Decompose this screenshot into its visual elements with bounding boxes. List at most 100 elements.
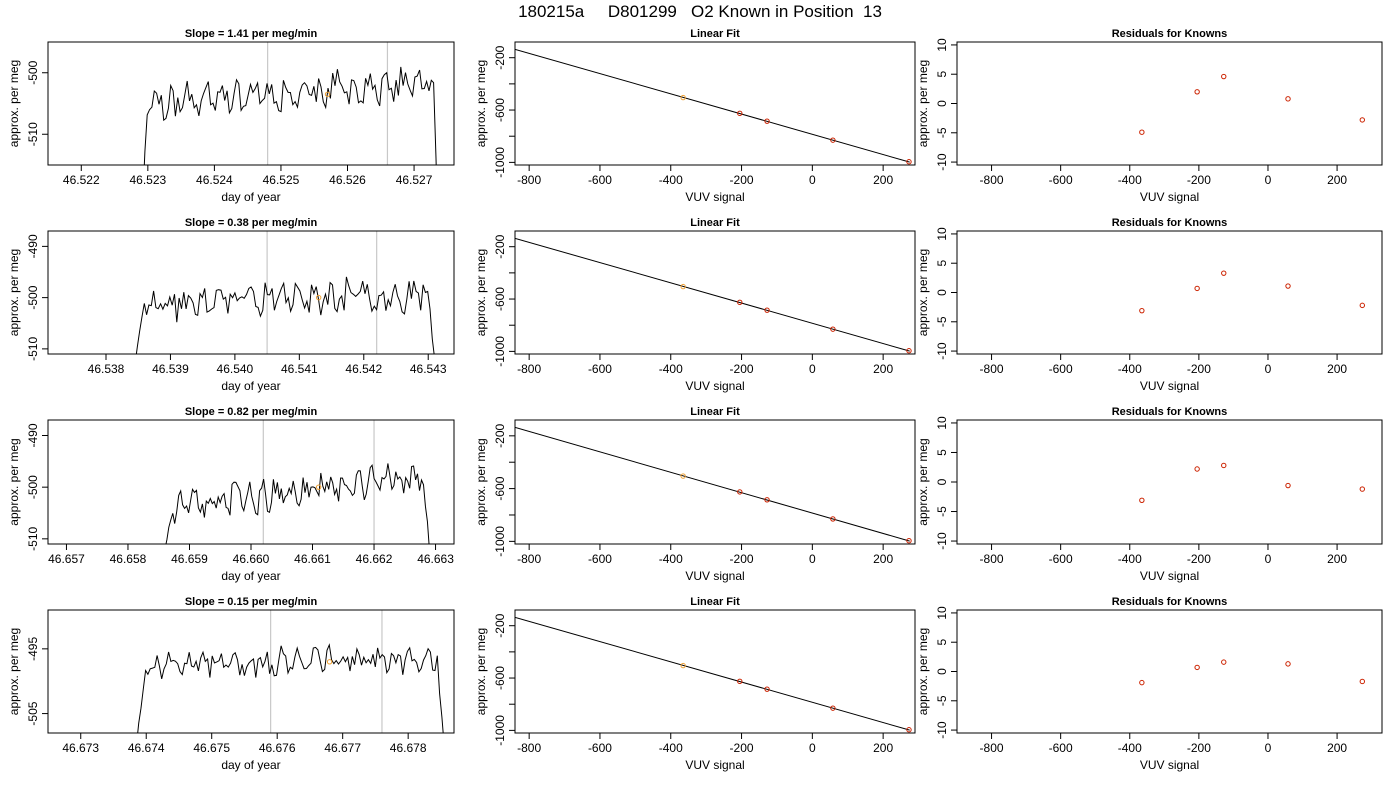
x-tick-label: -200 <box>1187 173 1211 187</box>
x-tick-label: -400 <box>1118 362 1142 376</box>
plot-frame <box>514 419 916 545</box>
x-tick-label: 46.660 <box>233 552 270 566</box>
panel-9: Residuals for Knowns -800 -600 -400 -200 0 200… <box>916 406 1383 583</box>
y-tick-label: -600 <box>493 476 507 500</box>
panel-11: Linear Fit -800 -600 -400 -200 0 200 -1000 -600 -… <box>474 596 916 772</box>
plot-area <box>1139 659 1366 686</box>
y-tick-label: -10 <box>935 532 949 550</box>
x-tick-label: -600 <box>588 362 612 376</box>
plot-area <box>515 616 912 733</box>
known-point <box>1139 307 1145 314</box>
signal-line <box>143 66 437 165</box>
y-tick-label: -500 <box>26 285 40 309</box>
plot-area <box>1139 270 1366 314</box>
x-axis-label: VUV signal <box>1140 569 1199 583</box>
y-axis-label: approx. per meg <box>474 628 488 715</box>
x-tick-label: 200 <box>873 362 893 376</box>
x-tick-label: 200 <box>873 173 893 187</box>
y-tick-label: -1000 <box>493 715 507 746</box>
x-tick-label: 46.543 <box>410 362 447 376</box>
x-axis-label: day of year <box>221 379 280 393</box>
y-axis-label: approx. per meg <box>474 438 488 525</box>
panel-8: Linear Fit -800 -600 -400 -200 0 200 -1000 -600 -… <box>474 406 916 583</box>
x-tick-label: 0 <box>1265 741 1272 755</box>
plot-frame <box>47 609 455 734</box>
plot-frame <box>956 230 1383 355</box>
known-point <box>906 348 912 354</box>
x-tick-label: 46.525 <box>263 173 300 187</box>
known-point <box>764 118 770 124</box>
x-tick-label: 200 <box>1327 173 1347 187</box>
panel-title: Linear Fit <box>690 596 740 608</box>
x-tick-label: 46.542 <box>345 362 382 376</box>
y-tick-label: 0 <box>935 100 949 107</box>
x-tick-label: -400 <box>1118 552 1142 566</box>
x-tick-label: 200 <box>1327 362 1347 376</box>
y-axis-label: approx. per meg <box>916 628 930 715</box>
plot-area <box>137 610 444 733</box>
panel-10: Slope = 0.15 per meg/min 46.673 46.674 46.6… <box>7 596 455 772</box>
x-tick-label: 0 <box>1265 552 1272 566</box>
y-tick-label: 10 <box>935 38 949 52</box>
y-tick-label: -500 <box>26 60 40 84</box>
x-tick-label: -400 <box>659 362 683 376</box>
y-tick-label: 5 <box>935 449 949 456</box>
x-tick-label: 0 <box>809 173 816 187</box>
x-tick-label: -200 <box>730 741 754 755</box>
mean-point <box>315 484 322 490</box>
x-tick-label: -200 <box>730 173 754 187</box>
signal-line <box>165 463 430 544</box>
y-axis-label: approx. per meg <box>7 60 21 147</box>
y-tick-label: -10 <box>935 721 949 739</box>
x-tick-label: -800 <box>980 173 1004 187</box>
y-tick-label: -200 <box>493 613 507 637</box>
panel-title: Slope = 0.15 per meg/min <box>185 596 318 608</box>
panel-3: Residuals for Knowns -800 -600 -400 -200 0 200… <box>916 28 1383 204</box>
y-tick-label: -490 <box>26 234 40 258</box>
panel-1: Slope = 1.41 per meg/min 46.522 46.523 46.5… <box>7 28 455 204</box>
panel-title: Linear Fit <box>690 28 740 40</box>
plot-frame <box>47 41 455 166</box>
known-point-highlight <box>680 473 686 479</box>
x-axis-label: day of year <box>221 758 280 772</box>
y-tick-label: 0 <box>935 668 949 675</box>
x-tick-label: 46.661 <box>294 552 331 566</box>
known-point <box>1359 678 1366 685</box>
known-point <box>830 137 836 143</box>
y-tick-label: 10 <box>935 606 949 620</box>
panel-title: Linear Fit <box>690 217 740 229</box>
x-tick-label: 0 <box>809 741 816 755</box>
known-point <box>1194 664 1200 671</box>
known-point <box>1359 302 1366 309</box>
y-tick-label: -1000 <box>493 526 507 557</box>
x-tick-label: 46.527 <box>396 173 433 187</box>
y-tick-label: -200 <box>493 424 507 448</box>
known-point <box>764 497 770 503</box>
known-point <box>737 299 743 306</box>
panel-12: Residuals for Knowns -800 -600 -400 -200 0 200… <box>916 596 1383 772</box>
known-point <box>1221 270 1227 276</box>
x-tick-label: 46.541 <box>281 362 318 376</box>
x-tick-label: -800 <box>980 741 1004 755</box>
x-tick-label: 0 <box>809 552 816 566</box>
x-tick-label: -800 <box>980 552 1004 566</box>
x-axis-label: VUV signal <box>685 379 744 393</box>
y-axis-label: approx. per meg <box>916 249 930 336</box>
fit-line <box>515 48 910 163</box>
x-tick-label: -400 <box>659 552 683 566</box>
x-tick-label: 0 <box>809 362 816 376</box>
plot-frame <box>47 419 455 545</box>
known-point <box>764 307 770 313</box>
x-axis-label: VUV signal <box>685 569 744 583</box>
fit-line <box>515 237 910 352</box>
y-tick-label: -10 <box>935 153 949 171</box>
y-tick-label: -5 <box>935 506 949 517</box>
x-tick-label: -600 <box>588 741 612 755</box>
plot-area <box>165 420 430 544</box>
y-tick-label: -5 <box>935 127 949 138</box>
y-tick-label: -1000 <box>493 336 507 367</box>
mean-point <box>326 659 333 665</box>
x-tick-label: -200 <box>730 362 754 376</box>
x-tick-label: -200 <box>1187 362 1211 376</box>
